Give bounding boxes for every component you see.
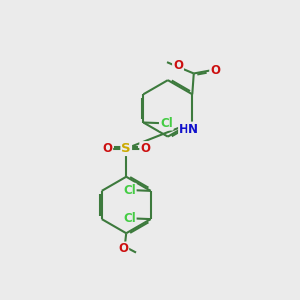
Text: O: O	[210, 64, 220, 77]
Text: N: N	[188, 122, 198, 136]
Text: O: O	[173, 59, 183, 72]
Text: S: S	[122, 142, 131, 155]
Text: Cl: Cl	[160, 117, 172, 130]
Text: Cl: Cl	[123, 184, 136, 197]
Text: Cl: Cl	[123, 212, 136, 225]
Text: O: O	[118, 242, 128, 256]
Text: O: O	[140, 142, 150, 155]
Text: H: H	[179, 122, 189, 136]
Text: O: O	[102, 142, 112, 155]
